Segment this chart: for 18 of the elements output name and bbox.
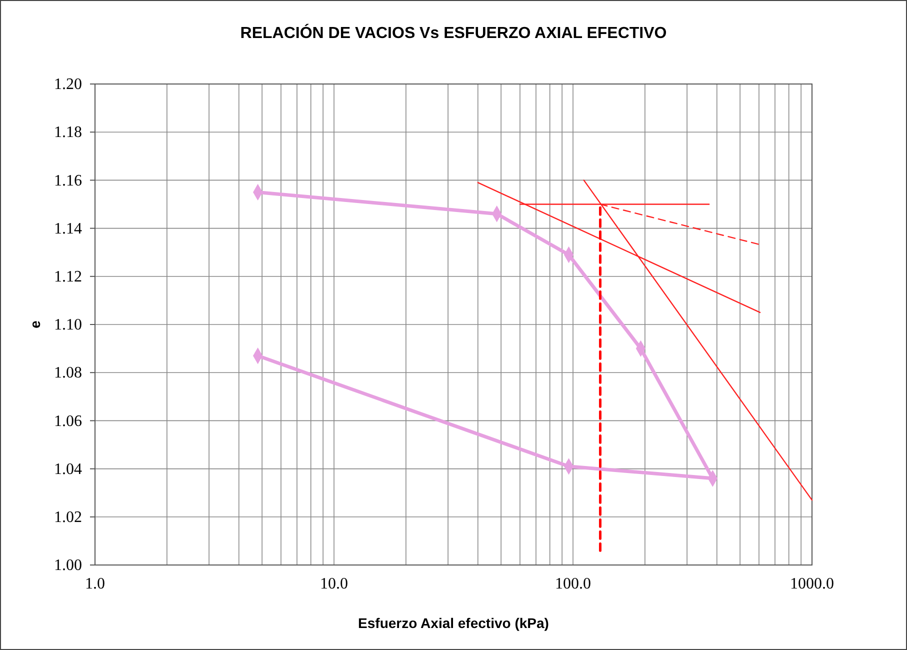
y-tick-label: 1.04 <box>54 460 82 478</box>
y-tick-label: 1.14 <box>54 220 82 238</box>
y-tick-label: 1.10 <box>54 316 82 334</box>
x-axis-title: Esfuerzo Axial efectivo (kPa) <box>358 615 549 631</box>
x-tick-label: 1000.0 <box>790 575 834 592</box>
y-tick-label: 1.16 <box>54 172 82 190</box>
x-tick-label: 10.0 <box>320 575 348 592</box>
y-tick-label: 1.00 <box>54 557 82 574</box>
y-axis-title: e <box>27 320 43 328</box>
y-tick-label: 1.08 <box>54 364 82 382</box>
y-tick-label: 1.20 <box>54 76 82 94</box>
y-tick-label: 1.06 <box>54 412 82 430</box>
x-tick-label: 1.0 <box>85 575 105 592</box>
chart-title: RELACIÓN DE VACIOS Vs ESFUERZO AXIAL EFECTIVO <box>240 23 667 42</box>
y-tick-label: 1.18 <box>54 124 82 142</box>
y-tick-label: 1.02 <box>54 509 82 526</box>
x-tick-label: 100.0 <box>555 575 591 592</box>
y-tick-label: 1.12 <box>54 268 82 286</box>
